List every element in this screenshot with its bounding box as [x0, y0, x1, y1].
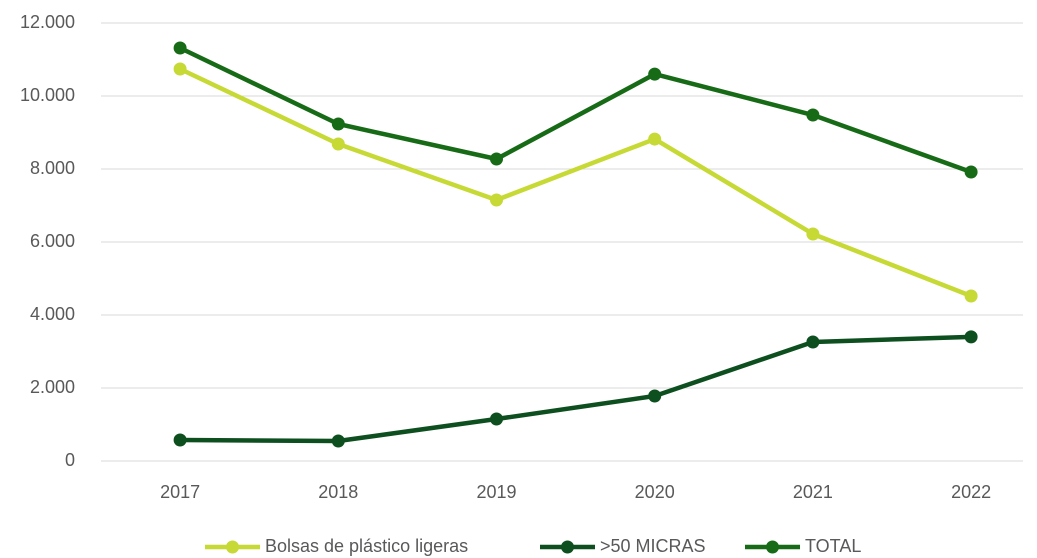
x-tick-label: 2017	[160, 482, 200, 502]
data-point	[648, 67, 662, 81]
data-point	[173, 41, 187, 55]
y-tick-label: 2.000	[30, 377, 75, 397]
data-point	[806, 227, 820, 241]
y-tick-label: 6.000	[30, 231, 75, 251]
legend-label: >50 MICRAS	[600, 536, 706, 556]
data-point	[806, 108, 820, 122]
y-tick-label: 0	[65, 450, 75, 470]
series-line	[179, 66, 972, 299]
data-point	[331, 137, 345, 151]
series-line	[179, 45, 972, 175]
series-line	[180, 334, 972, 444]
data-point	[648, 132, 662, 146]
data-point	[490, 152, 503, 166]
y-tick-label: 8.000	[30, 158, 75, 178]
x-tick-label: 2021	[793, 482, 833, 502]
data-point	[964, 330, 978, 344]
data-point	[806, 335, 820, 349]
x-tick-label: 2020	[635, 482, 675, 502]
x-tick-label: 2018	[318, 482, 358, 502]
data-point	[490, 412, 503, 426]
legend-marker	[766, 540, 779, 554]
legend-marker	[226, 540, 239, 554]
legend-marker	[561, 540, 574, 554]
data-point	[964, 165, 978, 179]
y-tick-label: 4.000	[30, 304, 75, 324]
data-point	[648, 389, 662, 403]
data-point	[331, 117, 345, 131]
data-point	[331, 434, 345, 448]
legend-label: Bolsas de plástico ligeras	[265, 536, 468, 556]
data-point	[173, 433, 187, 447]
data-point	[964, 289, 978, 303]
y-tick-label: 12.000	[20, 12, 75, 32]
x-tick-label: 2019	[476, 482, 516, 502]
x-tick-label: 2022	[951, 482, 991, 502]
data-point	[490, 193, 503, 207]
data-point	[173, 62, 187, 76]
legend-label: TOTAL	[805, 536, 861, 556]
y-tick-label: 10.000	[20, 85, 75, 105]
